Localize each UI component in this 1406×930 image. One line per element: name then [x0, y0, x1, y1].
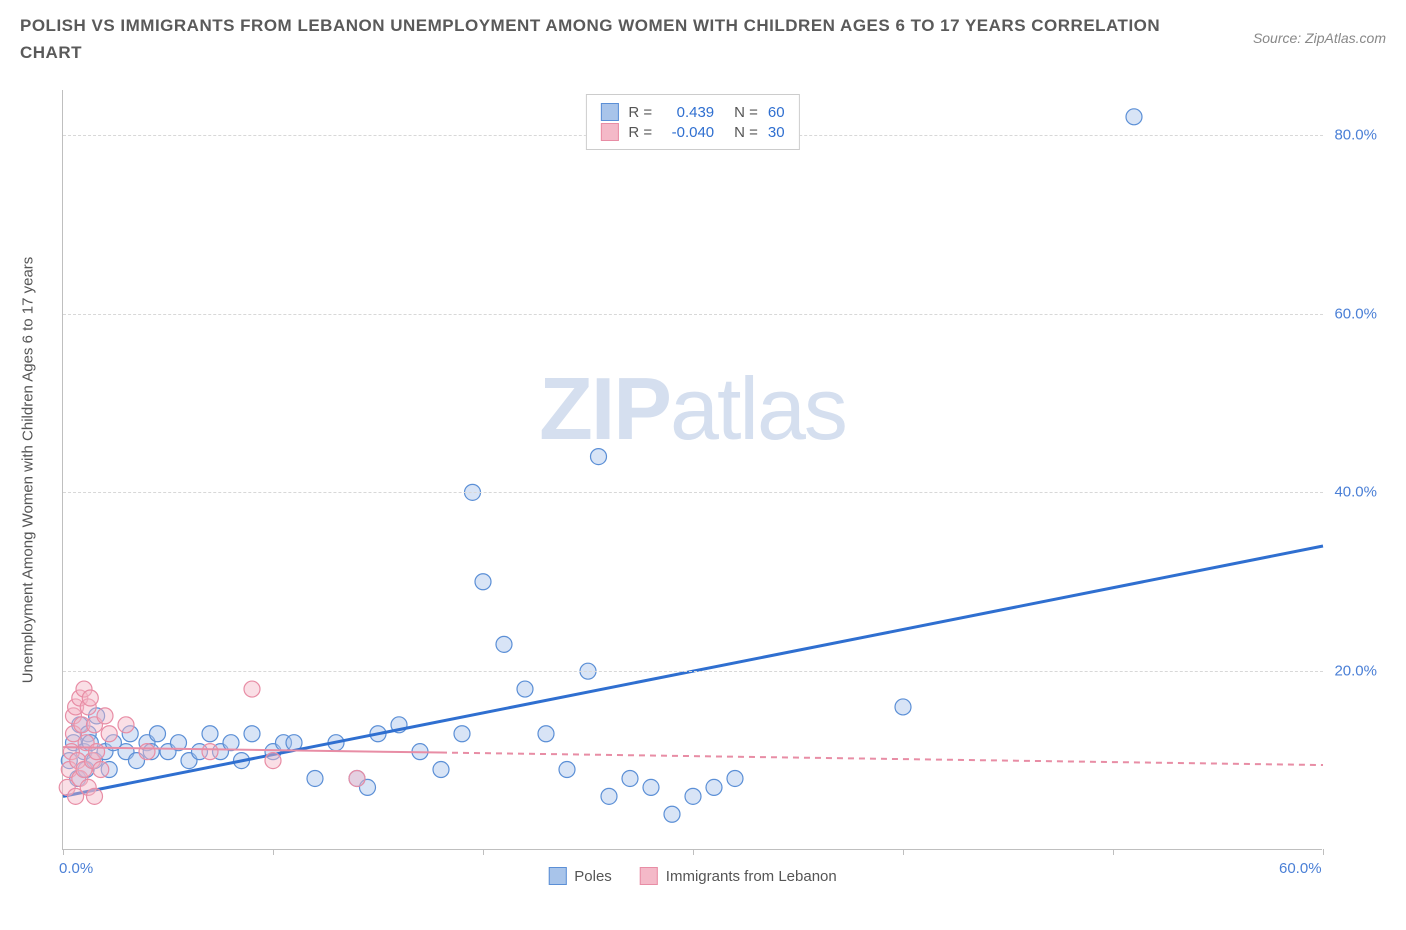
trend-line-dashed — [441, 753, 1323, 766]
y-axis-label: Unemployment Among Women with Children A… — [20, 256, 37, 683]
gridline — [63, 671, 1323, 672]
data-point — [895, 699, 911, 715]
chart-area: ZIPatlas Unemployment Among Women with C… — [62, 90, 1372, 870]
r-value: -0.040 — [662, 124, 714, 141]
r-value: 0.439 — [662, 104, 714, 121]
data-point — [223, 735, 239, 751]
data-point — [349, 770, 365, 786]
legend-item: Poles — [548, 867, 612, 885]
legend-swatch — [600, 103, 618, 121]
legend-swatch — [600, 123, 618, 141]
stats-legend-row: R = 0.439 N = 60 — [600, 103, 784, 121]
x-tick — [273, 849, 274, 855]
data-point — [118, 717, 134, 733]
data-point — [433, 762, 449, 778]
n-value: 30 — [768, 124, 785, 141]
data-point — [139, 744, 155, 760]
x-tick — [63, 849, 64, 855]
y-tick-label: 40.0% — [1334, 484, 1377, 501]
data-point — [706, 779, 722, 795]
data-point — [101, 726, 117, 742]
data-point — [1126, 109, 1142, 125]
data-point — [517, 681, 533, 697]
n-value: 60 — [768, 104, 785, 121]
data-point — [454, 726, 470, 742]
gridline — [63, 314, 1323, 315]
r-label: R = — [628, 104, 652, 121]
data-point — [727, 770, 743, 786]
stats-legend: R = 0.439 N = 60 R = -0.040 N = 30 — [585, 94, 799, 150]
data-point — [202, 744, 218, 760]
data-point — [664, 806, 680, 822]
x-tick — [693, 849, 694, 855]
data-point — [307, 770, 323, 786]
data-point — [89, 744, 105, 760]
data-point — [265, 753, 281, 769]
x-tick-label: 0.0% — [59, 860, 93, 877]
legend-swatch — [548, 867, 566, 885]
plot-region: ZIPatlas Unemployment Among Women with C… — [62, 90, 1322, 850]
data-point — [97, 708, 113, 724]
data-point — [87, 788, 103, 804]
n-label: N = — [734, 124, 758, 141]
gridline — [63, 492, 1323, 493]
x-tick — [1113, 849, 1114, 855]
data-point — [538, 726, 554, 742]
data-point — [475, 574, 491, 590]
data-point — [82, 690, 98, 706]
data-point — [244, 681, 260, 697]
stats-legend-row: R = -0.040 N = 30 — [600, 123, 784, 141]
data-point — [496, 636, 512, 652]
x-tick — [483, 849, 484, 855]
data-point — [601, 788, 617, 804]
y-tick-label: 60.0% — [1334, 305, 1377, 322]
chart-title: POLISH VS IMMIGRANTS FROM LEBANON UNEMPL… — [20, 12, 1170, 66]
y-tick-label: 20.0% — [1334, 663, 1377, 680]
source-label: Source: ZipAtlas.com — [1253, 30, 1386, 46]
data-point — [93, 762, 109, 778]
legend-label: Poles — [574, 868, 612, 885]
y-tick-label: 80.0% — [1334, 126, 1377, 143]
legend-swatch — [640, 867, 658, 885]
data-point — [622, 770, 638, 786]
data-point — [685, 788, 701, 804]
data-point — [591, 449, 607, 465]
data-point — [150, 726, 166, 742]
data-point — [643, 779, 659, 795]
n-label: N = — [734, 104, 758, 121]
x-tick-label: 60.0% — [1279, 860, 1322, 877]
data-point — [559, 762, 575, 778]
legend-item: Immigrants from Lebanon — [640, 867, 837, 885]
x-tick — [1323, 849, 1324, 855]
r-label: R = — [628, 124, 652, 141]
series-legend: Poles Immigrants from Lebanon — [548, 867, 836, 885]
x-tick — [903, 849, 904, 855]
chart-header: POLISH VS IMMIGRANTS FROM LEBANON UNEMPL… — [0, 0, 1406, 66]
data-point — [244, 726, 260, 742]
data-point — [202, 726, 218, 742]
legend-label: Immigrants from Lebanon — [666, 868, 837, 885]
plot-svg — [63, 90, 1323, 850]
